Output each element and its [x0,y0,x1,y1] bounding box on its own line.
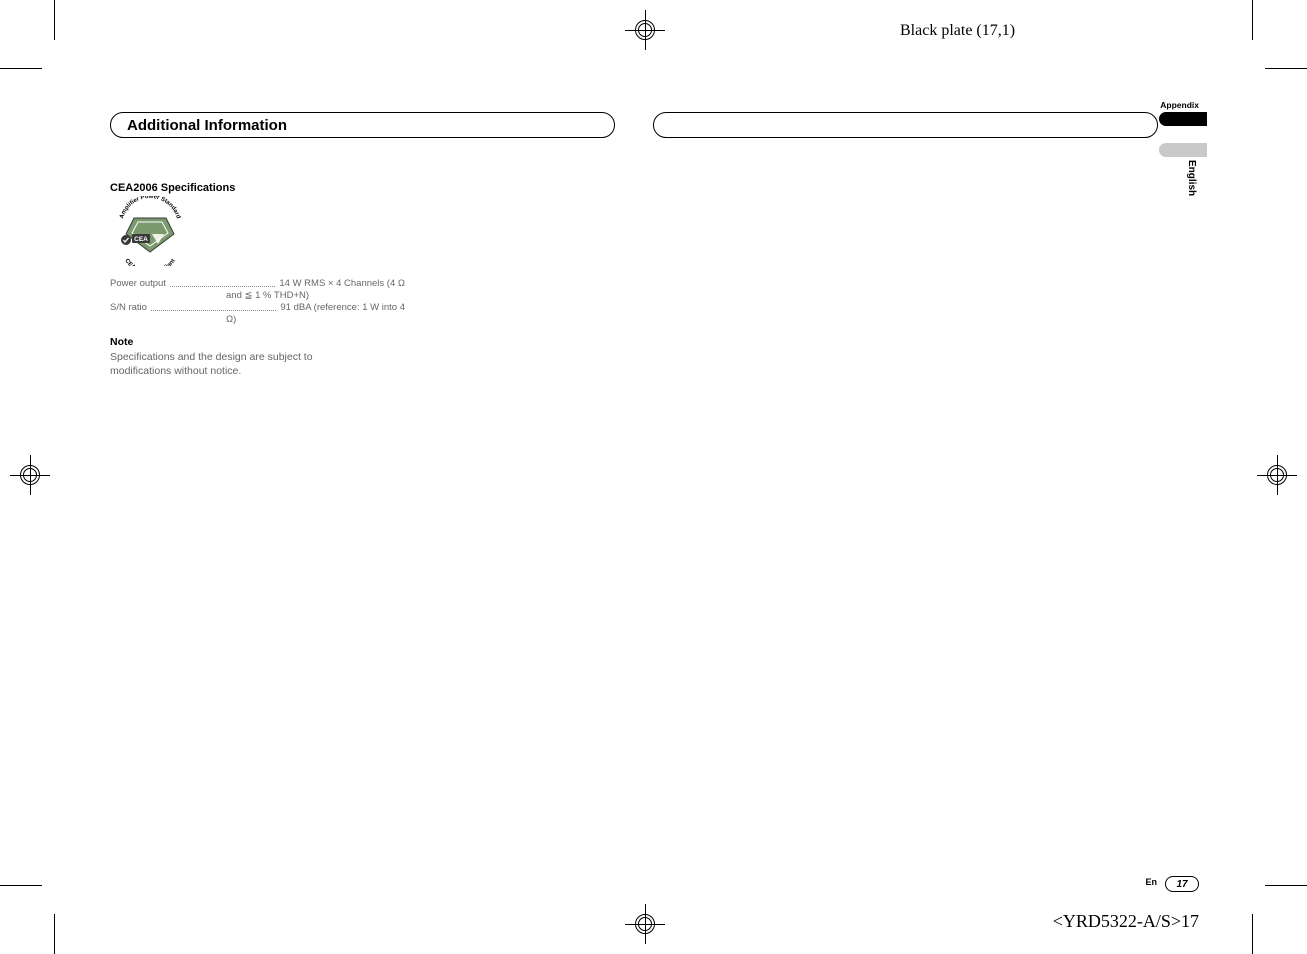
crop-mark [54,914,55,954]
appendix-label: Appendix [1160,100,1199,110]
note-body: Specifications and the design are subjec… [110,350,370,378]
crop-mark [0,68,42,69]
spec-row-power: Power output 14 W RMS × 4 Channels (4 Ω [110,278,405,289]
language-label: English [1186,160,1197,196]
spec-heading: CEA2006 Specifications [110,182,235,194]
spec-value: 91 dBA (reference: 1 W into 4 [280,302,405,313]
crop-mark [1252,914,1253,954]
crop-mark [1265,885,1307,886]
svg-text:CEA-2006 Compliant: CEA-2006 Compliant [123,258,176,266]
registration-mark-left [10,455,50,495]
cea-badge: Amplifier Power Standard CEA CEA-2006 Co… [110,196,190,266]
spec-dots [151,302,276,311]
crop-mark [1265,68,1307,69]
crop-mark [1252,0,1253,40]
crop-mark [54,0,55,40]
section-title: Additional Information [127,117,287,134]
spec-dots [170,278,275,287]
footer-page-number: 17 [1165,876,1199,892]
side-tab-grey [1159,143,1207,157]
spec-value-cont: Ω) [226,314,236,325]
registration-mark-bottom [625,904,665,944]
spec-label: S/N ratio [110,302,147,313]
section-header-left: Additional Information [110,112,615,138]
footer-lang-code: En [1145,877,1157,887]
spec-row-sn: S/N ratio 91 dBA (reference: 1 W into 4 [110,302,405,313]
crop-mark [0,885,42,886]
section-header-right [653,112,1158,138]
spec-value-cont: and ≦ 1 % THD+N) [226,290,309,301]
spec-label: Power output [110,278,166,289]
footer-doc-code: <YRD5322-A/S>17 [1053,911,1199,932]
note-heading: Note [110,336,133,348]
svg-text:Amplifier Power Standard: Amplifier Power Standard [119,196,181,220]
side-tab-black [1159,112,1207,126]
plate-label: Black plate (17,1) [900,22,1015,40]
registration-mark-right [1257,455,1297,495]
registration-mark-top [625,10,665,50]
spec-value: 14 W RMS × 4 Channels (4 Ω [279,278,405,289]
svg-text:CEA: CEA [134,236,148,243]
page-root: Black plate (17,1) Additional Informatio… [0,0,1307,954]
